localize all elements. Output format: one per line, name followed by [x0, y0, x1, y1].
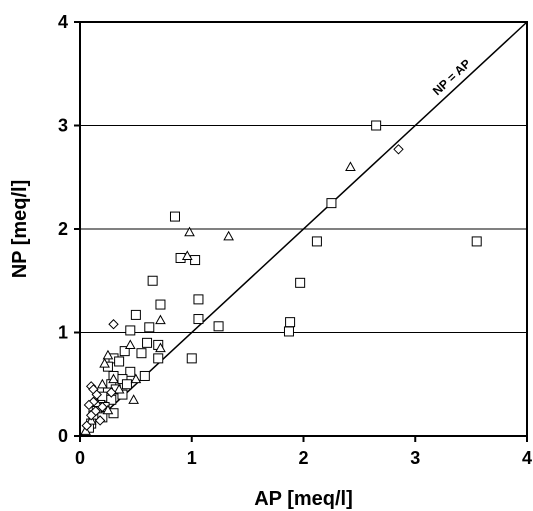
triangle-point: [128, 394, 139, 404]
square-point: [121, 379, 132, 390]
triangle-point: [223, 230, 234, 241]
square-point: [130, 309, 141, 320]
square-point: [155, 299, 166, 310]
reference-line-np-equals-ap: [79, 21, 528, 437]
triangle-point: [345, 161, 356, 171]
square-point: [311, 236, 322, 247]
triangle-point: [124, 339, 136, 350]
square-point: [193, 314, 204, 325]
square-point: [142, 337, 153, 348]
square-point: [136, 348, 147, 359]
x-tick-label: 2: [298, 448, 308, 468]
y-tick-label: 4: [58, 12, 68, 32]
x-axis-title: AP [meq/l]: [254, 488, 353, 510]
x-tick-label: 0: [75, 448, 85, 468]
square-point: [213, 321, 224, 332]
diamond-point: [81, 420, 92, 431]
y-tick-label: 0: [58, 426, 68, 446]
square-point: [114, 356, 125, 367]
square-point: [169, 211, 180, 222]
square-point: [283, 326, 294, 337]
y-axis-title: NP [meq/l]: [9, 180, 31, 279]
triangle-point: [99, 358, 110, 368]
square-point: [295, 277, 306, 288]
triangle-point: [80, 425, 91, 435]
y-tick-label: 1: [58, 323, 68, 343]
y-tick-label: 2: [58, 219, 68, 239]
diamond-point: [106, 387, 117, 398]
diamond-point: [97, 401, 108, 413]
square-point: [193, 294, 204, 305]
triangle-point: [113, 383, 125, 394]
square-point: [371, 120, 382, 131]
square-point: [186, 353, 197, 364]
data-points: [80, 120, 482, 435]
triangle-point: [184, 226, 195, 237]
diamond-point: [85, 410, 97, 421]
triangle-point: [97, 378, 108, 389]
square-point: [139, 370, 150, 381]
square-point: [285, 317, 296, 328]
square-point: [144, 322, 155, 333]
square-point: [125, 366, 136, 377]
diamond-point: [94, 415, 106, 426]
square-point: [190, 255, 201, 266]
triangle-point: [102, 349, 114, 360]
y-tick-label: 3: [58, 116, 68, 136]
diamond-point: [108, 319, 119, 330]
square-point: [326, 198, 337, 209]
x-tick-label: 3: [410, 448, 420, 468]
triangle-point: [108, 373, 119, 384]
diamond-point: [393, 144, 404, 155]
square-point: [119, 346, 130, 357]
triangle-point: [181, 250, 193, 261]
x-tick-label: 4: [522, 448, 532, 468]
diamond-point: [83, 399, 95, 411]
square-point: [471, 236, 482, 247]
square-point: [147, 275, 158, 286]
square-point: [153, 353, 164, 364]
triangle-point: [155, 314, 166, 325]
triangle-point: [155, 342, 166, 353]
diamond-point: [91, 389, 102, 400]
axis-ticks: 0 1 2 3 4 0 1 2 3 4: [58, 12, 532, 468]
x-tick-label: 1: [187, 448, 197, 468]
triangle-point: [102, 404, 114, 415]
square-point: [125, 325, 136, 336]
triangle-point: [130, 373, 142, 384]
